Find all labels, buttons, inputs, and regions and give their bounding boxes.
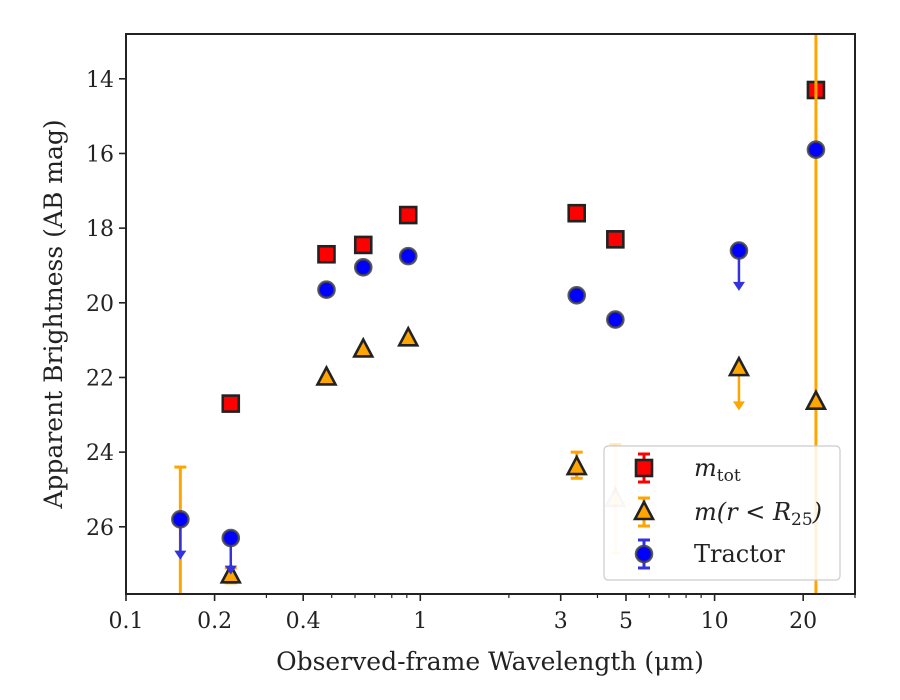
tractor-point <box>567 286 587 305</box>
mr25-point <box>565 454 588 476</box>
mr25-point <box>315 364 338 386</box>
tractor-point <box>606 310 625 329</box>
x-tick-label: 0.4 <box>286 609 321 634</box>
y-axis-title: Apparent Brightness (AB mag) <box>39 119 68 509</box>
x-tick-label: 10 <box>701 609 729 634</box>
legend-label: m(r < R25) <box>694 498 822 530</box>
mtot-point <box>353 235 373 255</box>
legend-label-tail: ) <box>812 498 822 526</box>
tractor-point <box>221 528 241 548</box>
tractor-point <box>806 140 826 160</box>
mr25-point <box>804 388 828 411</box>
legend-marker <box>632 499 656 521</box>
y-tick-label: 16 <box>86 142 114 167</box>
legend-marker <box>634 458 654 478</box>
y-tick-label: 24 <box>86 441 114 466</box>
upper-limit-arrow <box>732 281 745 291</box>
mtot-point <box>317 244 336 264</box>
x-tick-label: 5 <box>619 609 633 634</box>
x-tick-label: 0.1 <box>109 609 144 634</box>
tractor-point <box>317 280 336 300</box>
tractor-point <box>353 258 373 277</box>
tractor-point <box>729 241 749 260</box>
legend-marker <box>634 544 654 564</box>
legend-entry-mr25: m(r < R25) <box>632 496 822 530</box>
y-tick-label: 14 <box>86 68 114 93</box>
tractor-point <box>398 246 418 266</box>
axes: 0.1 0.2 0.4 1 3 5 10 20 14 16 18 20 22 24 26 <box>86 68 856 634</box>
plot-frame <box>125 33 856 595</box>
legend-label-subscript: tot <box>717 466 741 486</box>
y-tick-label: 22 <box>86 366 114 391</box>
mtot-point <box>221 394 241 413</box>
mr25-point <box>397 325 420 347</box>
series-mtot <box>221 80 826 413</box>
x-axis-title: Observed-frame Wavelength (μm) <box>276 647 704 676</box>
tractor-point <box>171 510 190 529</box>
upper-limit-arrow <box>224 565 237 575</box>
plot-area <box>171 34 828 594</box>
legend-label-main: m <box>694 454 717 482</box>
legend-entry-tractor: Tractor <box>634 538 785 570</box>
mtot-point <box>398 205 418 225</box>
legend-label-main: Tractor <box>694 540 785 568</box>
series-tractor <box>171 140 826 575</box>
legend-label-main: m(r < R <box>694 498 791 526</box>
x-tick-label: 20 <box>789 609 817 634</box>
legend-label-subscript: 25 <box>791 510 813 530</box>
y-tick-label: 20 <box>86 292 114 317</box>
upper-limit-arrow <box>174 550 187 560</box>
x-tick-label: 3 <box>554 609 568 634</box>
x-tick-label: 1 <box>413 609 427 634</box>
legend-entry-mtot: mtot <box>634 452 741 486</box>
y-tick-label: 18 <box>86 217 114 242</box>
legend-label: Tractor <box>694 540 785 568</box>
upper-limit-arrow <box>732 401 745 411</box>
mr25-point <box>727 355 751 377</box>
y-tick-label: 26 <box>86 516 114 541</box>
x-tick-label: 0.2 <box>197 609 232 634</box>
legend-label: mtot <box>694 454 741 486</box>
legend-box <box>603 445 841 581</box>
mtot-point <box>606 230 625 249</box>
legend: mtot m(r < R25) Tractor <box>603 445 841 581</box>
mtot-point <box>567 203 587 223</box>
mr25-point <box>352 336 375 358</box>
